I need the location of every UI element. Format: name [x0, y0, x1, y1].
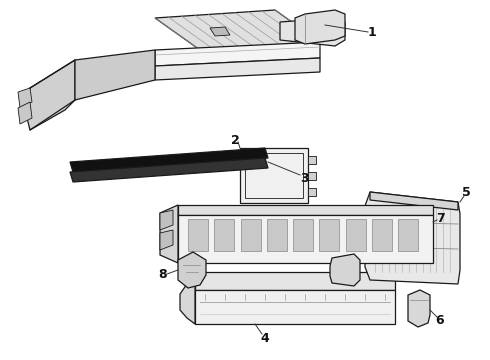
Polygon shape [210, 27, 230, 36]
Polygon shape [365, 192, 460, 284]
Polygon shape [295, 10, 345, 44]
Polygon shape [267, 219, 287, 251]
Polygon shape [18, 88, 32, 108]
Polygon shape [178, 252, 206, 288]
Polygon shape [155, 42, 320, 66]
Polygon shape [188, 219, 208, 251]
Polygon shape [345, 219, 366, 251]
Polygon shape [25, 60, 75, 130]
Polygon shape [293, 219, 313, 251]
Text: 1: 1 [368, 26, 376, 39]
Polygon shape [330, 254, 360, 286]
Polygon shape [160, 205, 178, 263]
Polygon shape [370, 192, 458, 210]
Text: 4: 4 [261, 332, 270, 345]
Polygon shape [155, 10, 320, 50]
Text: 3: 3 [300, 171, 308, 185]
Polygon shape [70, 148, 268, 172]
Polygon shape [155, 58, 320, 80]
Polygon shape [308, 156, 316, 164]
Polygon shape [408, 290, 430, 327]
Polygon shape [240, 148, 308, 203]
Polygon shape [195, 290, 395, 324]
Text: 5: 5 [462, 185, 470, 198]
Polygon shape [308, 188, 316, 196]
Polygon shape [280, 18, 345, 46]
Polygon shape [180, 272, 195, 324]
Text: 7: 7 [436, 212, 444, 225]
Text: 8: 8 [159, 269, 167, 282]
Polygon shape [70, 158, 268, 182]
Polygon shape [214, 219, 234, 251]
Polygon shape [75, 50, 155, 100]
Polygon shape [398, 219, 418, 251]
Text: 2: 2 [231, 134, 240, 147]
Polygon shape [319, 219, 339, 251]
Polygon shape [308, 172, 316, 180]
Polygon shape [18, 102, 32, 124]
Polygon shape [178, 205, 433, 215]
Polygon shape [241, 219, 261, 251]
Polygon shape [160, 230, 173, 250]
Polygon shape [160, 210, 173, 230]
Polygon shape [178, 215, 433, 263]
Text: 6: 6 [436, 314, 444, 327]
Polygon shape [195, 272, 395, 290]
Polygon shape [372, 219, 392, 251]
